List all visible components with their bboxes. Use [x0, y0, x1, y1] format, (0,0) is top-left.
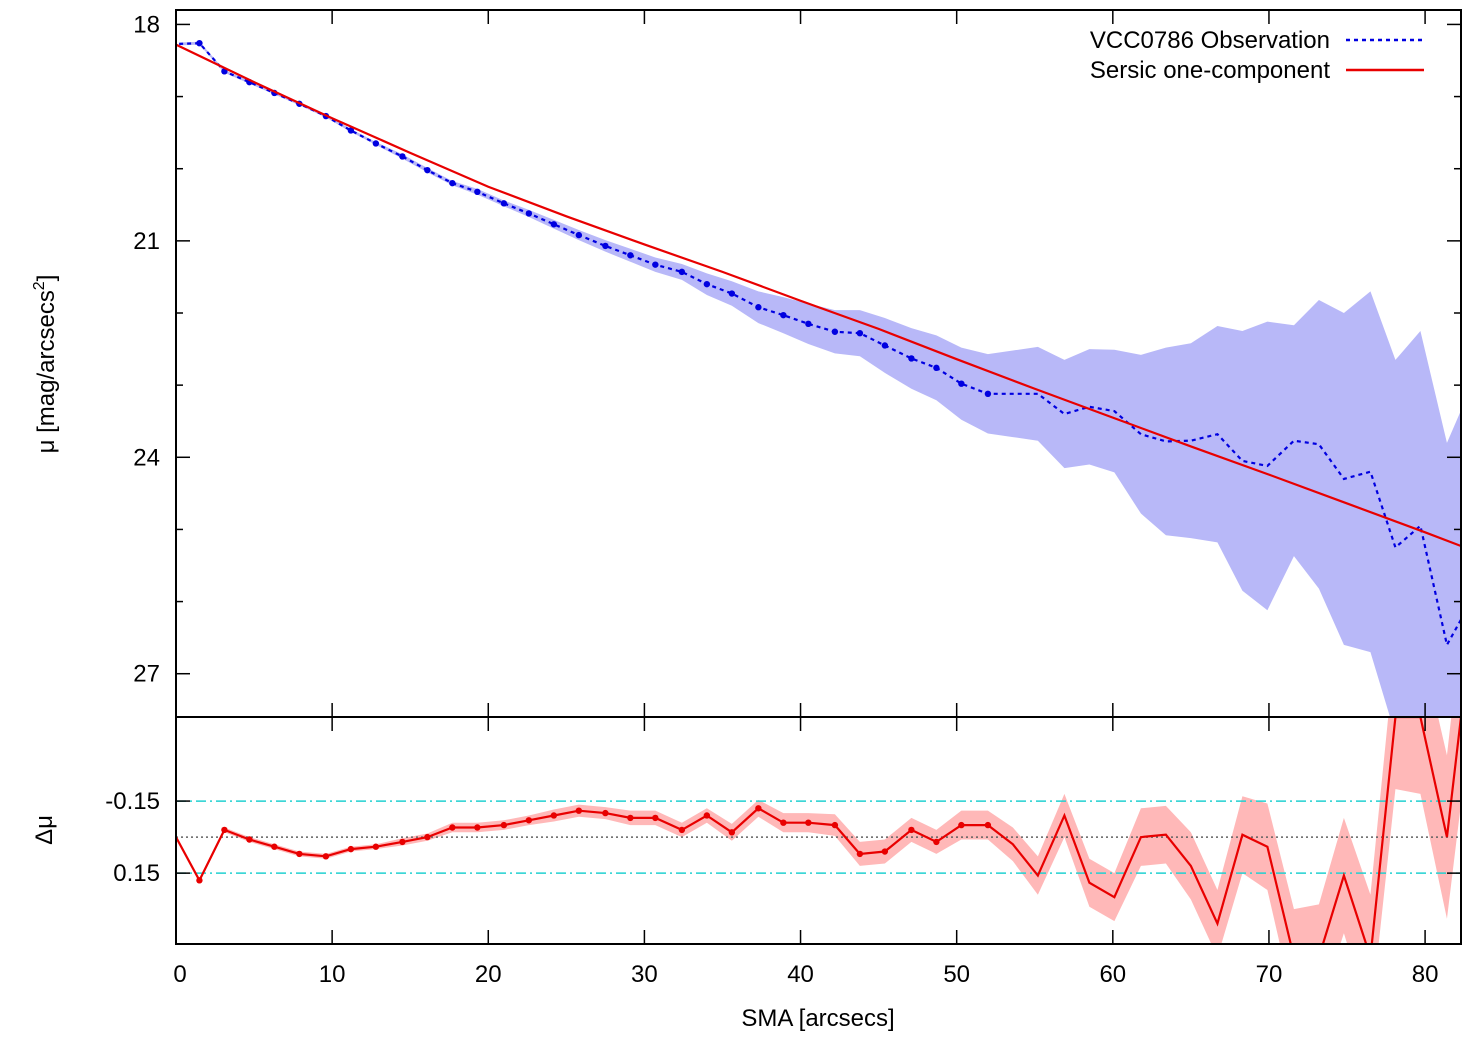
residual-panel: 0.15 -0.15 0 10 20 30 40 50 60 70 80 Δμ SMA [arcse… [31, 716, 1462, 1032]
x-tick-label: 0 [173, 961, 186, 988]
observation-point [372, 140, 380, 147]
residual-point [474, 824, 481, 831]
x-tick-label: 10 [319, 961, 346, 988]
observation-point [449, 179, 456, 187]
residual-point [550, 812, 558, 819]
residual-point [399, 838, 406, 846]
residual-point [958, 821, 965, 829]
legend-label-sersic: Sersic one-component [1090, 57, 1330, 84]
observation-point [627, 252, 634, 259]
residual-point [296, 850, 303, 858]
observation-point [908, 355, 915, 362]
x-axis-label: SMA [arcsecs] [741, 1005, 894, 1032]
observation-point [347, 127, 355, 134]
observation-point [958, 380, 965, 387]
profile-series [176, 39, 1461, 648]
observation-point [728, 290, 736, 297]
residual-point [449, 824, 456, 831]
x-tick-label: 40 [787, 961, 814, 988]
residual-point [525, 817, 533, 824]
observation-point [831, 328, 839, 335]
residual-point [627, 814, 634, 822]
residual-point [831, 821, 839, 829]
observation-point [602, 242, 609, 250]
residual-point [575, 807, 583, 814]
observation-point [575, 231, 583, 239]
y-tick-label-profile: 18 [133, 11, 160, 38]
observation-error-area [179, 41, 1461, 717]
x-tick-label: 60 [1099, 961, 1126, 988]
x-tick-label: 50 [943, 961, 970, 988]
residual-error-band [176, 717, 1461, 944]
observation-point [933, 364, 940, 372]
observation-point [196, 39, 203, 47]
residual-point [221, 826, 228, 834]
residual-point [347, 845, 355, 853]
legend-label-observation: VCC0786 Observation [1090, 27, 1330, 54]
sersic-fit-line [176, 43, 1461, 548]
profile-panel: 18 21 24 27 μ [mag/arcsecs2] VCC0786 Observ… [31, 9, 1462, 718]
residual-series [176, 717, 1461, 944]
residual-point [805, 819, 812, 826]
residual-point [196, 877, 203, 884]
residual-point [246, 836, 253, 843]
residual-point [908, 826, 915, 834]
residual-error-area [176, 717, 1461, 944]
residual-point [424, 833, 431, 841]
residual-point [881, 848, 889, 855]
observation-point [780, 311, 787, 319]
residual-point [856, 850, 864, 858]
residual-point [500, 821, 508, 829]
observation-point [424, 166, 431, 174]
y-tick-label-residual: -0.15 [105, 788, 160, 815]
legend: VCC0786 Observation Sersic one-component [1090, 27, 1424, 84]
observation-error-band [179, 41, 1461, 717]
x-tick-label: 20 [475, 961, 502, 988]
y-axis-label-residual: Δμ [31, 815, 58, 845]
observation-point [525, 210, 533, 217]
observation-point [805, 320, 812, 328]
observation-point [652, 261, 659, 268]
residual-point [780, 819, 787, 826]
residual-point [933, 838, 940, 846]
observation-point [856, 330, 864, 337]
y-tick-label-residual: 0.15 [113, 860, 160, 887]
observation-point [550, 221, 558, 228]
residual-point [755, 805, 762, 812]
observation-point [755, 304, 762, 311]
residual-point [703, 812, 711, 819]
residual-point [984, 821, 992, 829]
residual-axes: 0.15 -0.15 0 10 20 30 40 50 60 70 80 [105, 716, 1462, 988]
x-tick-label: 70 [1256, 961, 1283, 988]
residual-point [652, 814, 659, 822]
y-axis-label-profile: μ [mag/arcsecs2] [31, 275, 60, 454]
observation-point [984, 390, 992, 397]
x-tick-label: 80 [1412, 961, 1439, 988]
residual-point [372, 843, 380, 850]
observation-point [678, 268, 686, 276]
observation-point [500, 200, 508, 207]
y-tick-label-profile: 21 [133, 228, 160, 255]
y-tick-label-profile: 27 [133, 661, 160, 688]
observation-point [881, 342, 889, 349]
observation-line [179, 42, 1461, 648]
residual-point [678, 826, 686, 834]
residual-point [322, 853, 330, 860]
x-tick-label: 30 [631, 961, 658, 988]
residual-frame [175, 716, 1462, 945]
residual-point [728, 829, 736, 836]
observation-point [399, 153, 406, 160]
y-tick-label-profile: 24 [133, 444, 160, 471]
observation-point [703, 280, 711, 288]
observation-point [474, 188, 481, 195]
residual-point [602, 809, 609, 817]
residual-point [271, 843, 278, 850]
residual-line [176, 717, 1461, 944]
